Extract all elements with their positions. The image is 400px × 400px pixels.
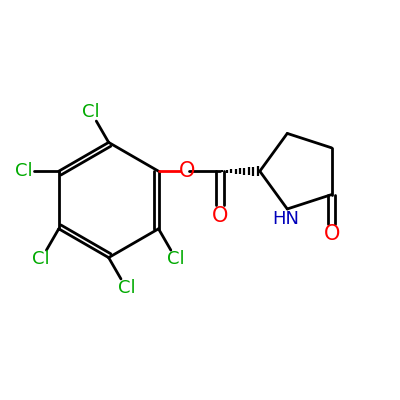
- Text: O: O: [324, 224, 340, 244]
- Text: Cl: Cl: [118, 279, 135, 297]
- Text: HN: HN: [272, 210, 299, 228]
- Text: Cl: Cl: [82, 103, 100, 121]
- Text: Cl: Cl: [32, 250, 50, 268]
- Text: O: O: [179, 161, 196, 181]
- Text: Cl: Cl: [167, 250, 185, 268]
- Text: Cl: Cl: [14, 162, 32, 180]
- Text: O: O: [212, 206, 228, 226]
